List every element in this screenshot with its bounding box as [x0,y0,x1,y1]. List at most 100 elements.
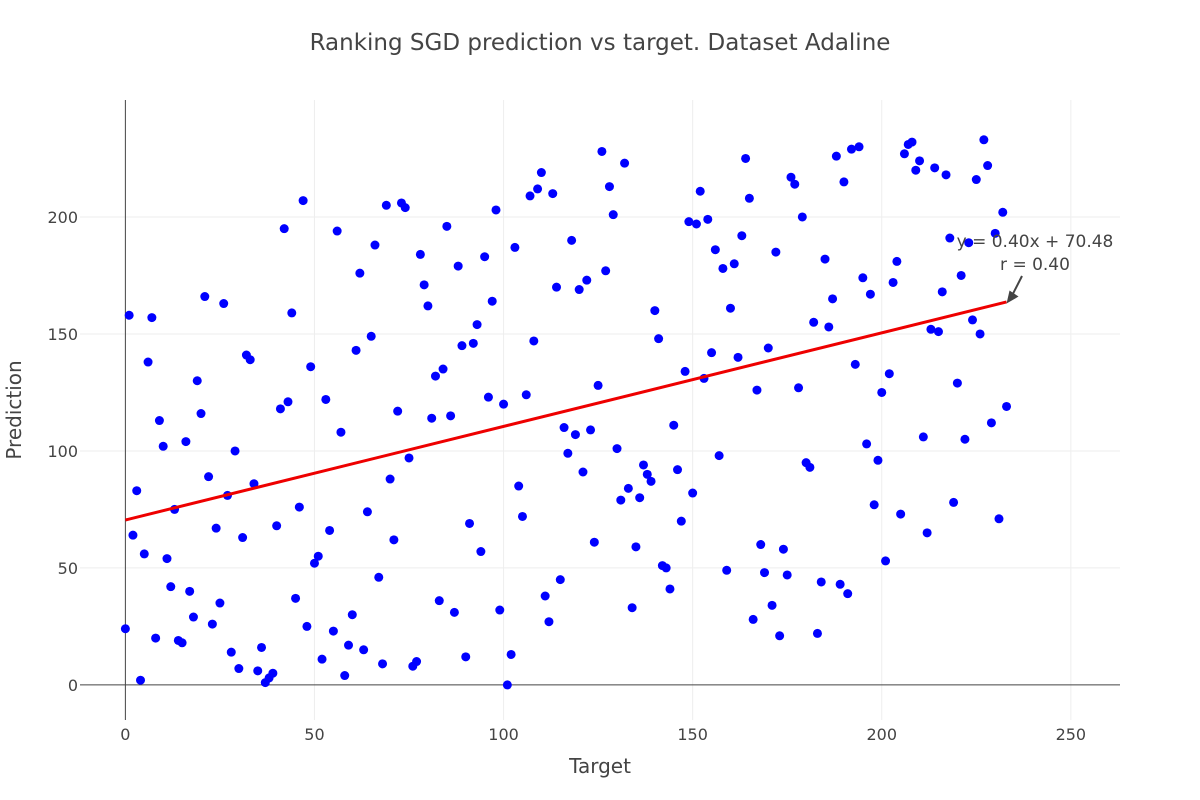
data-point [325,525,335,535]
data-point [612,444,622,454]
data-point [272,521,282,531]
data-point [309,558,319,568]
data-point [767,600,777,610]
data-point [635,493,645,503]
data-point [328,626,338,636]
data-point [911,165,921,175]
data-point [317,654,327,664]
data-point [850,359,860,369]
data-point [915,156,925,166]
data-point [930,163,940,173]
data-point [200,292,210,302]
y-axis-title: Prediction [2,360,26,459]
data-point [933,327,943,337]
data-point [797,212,807,222]
data-point [680,366,690,376]
data-point [714,451,724,461]
data-point [869,500,879,510]
data-point [707,348,717,358]
data-point [952,378,962,388]
data-point [465,518,475,528]
data-point [495,605,505,615]
annotation-r-value: r = 0.40 [1000,255,1070,275]
data-point [313,551,323,561]
data-point [722,565,732,575]
data-point [809,317,819,327]
data-point [404,453,414,463]
y-tick-label: 150 [47,325,78,344]
data-point [642,469,652,479]
data-point [472,320,482,330]
y-tick-label: 200 [47,208,78,227]
data-point [502,680,512,690]
data-point [219,299,229,309]
data-point [673,465,683,475]
data-point [567,235,577,245]
y-tick-label: 0 [68,676,78,695]
data-point [620,158,630,168]
data-point [196,409,206,419]
data-point [691,219,701,229]
fit-line-group [125,300,1007,522]
data-point [725,303,735,313]
data-point [831,151,841,161]
data-point [741,153,751,163]
data-point [332,226,342,236]
data-point [862,439,872,449]
x-tick-label: 250 [1056,725,1087,744]
data-point [839,177,849,187]
data-point [207,619,217,629]
data-point [468,338,478,348]
data-point [710,245,720,255]
data-point [570,430,580,440]
data-point [249,479,259,489]
data-point [843,589,853,599]
data-point [646,476,656,486]
data-point [154,416,164,426]
data-point [945,233,955,243]
data-point [374,572,384,582]
data-point [351,345,361,355]
data-point [896,509,906,519]
data-point [733,352,743,362]
data-point [434,596,444,606]
data-point [181,437,191,447]
data-point [291,593,301,603]
data-point [760,568,770,578]
data-point [608,210,618,220]
data-point [544,617,554,627]
data-point [499,399,509,409]
data-point [461,652,471,662]
x-axis-ticks: 0 50 100 150 200 250 [120,725,1086,744]
data-point [521,390,531,400]
data-point [877,387,887,397]
data-point [983,161,993,171]
data-point [302,621,312,631]
data-point [771,247,781,257]
x-tick-label: 100 [488,725,519,744]
data-point [865,289,875,299]
data-point [601,266,611,276]
data-point [287,308,297,318]
data-point [453,261,463,271]
data-point [888,277,898,287]
data-point [820,254,830,264]
data-point [234,664,244,674]
data-point [971,175,981,185]
data-point [552,282,562,292]
data-point [752,385,762,395]
data-point [362,507,372,517]
data-point [381,200,391,210]
data-point [964,238,974,248]
data-point [510,242,520,252]
data-point [775,631,785,641]
data-point [729,259,739,269]
data-points [120,135,1012,690]
data-point [427,413,437,423]
data-point [684,217,694,227]
data-point [949,497,959,507]
data-point [960,434,970,444]
data-point [638,460,648,470]
x-tick-label: 0 [120,725,130,744]
data-point [347,610,357,620]
